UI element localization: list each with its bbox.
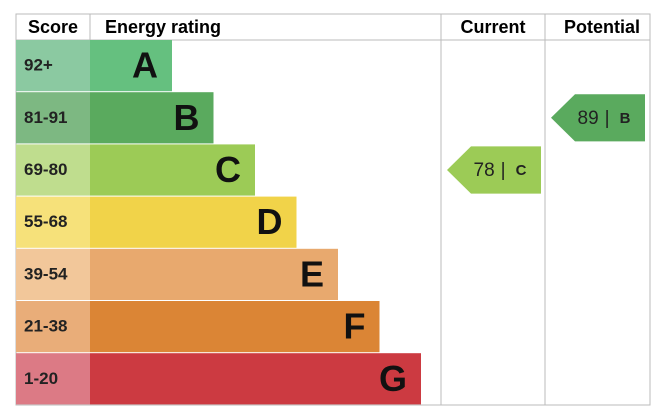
rating-bar [90, 301, 380, 353]
score-range: 69-80 [24, 160, 67, 179]
rating-bar [90, 196, 297, 248]
score-range: 39-54 [24, 264, 68, 283]
score-cell [16, 92, 90, 144]
separator: | [501, 160, 506, 181]
score-cell [16, 353, 90, 405]
current-label: 78 | C [474, 160, 527, 181]
header-current: Current [460, 17, 525, 37]
band-letter: C [215, 149, 241, 190]
potential-value: 89 [578, 108, 599, 129]
score-range: 1-20 [24, 369, 58, 388]
rating-bar [90, 144, 255, 196]
rating-bar [90, 353, 421, 405]
header-score: Score [28, 17, 78, 37]
score-range: 92+ [24, 56, 53, 75]
score-cell [16, 40, 90, 92]
header-potential: Potential [564, 17, 640, 37]
band-letter: G [379, 358, 407, 399]
header-rating: Energy rating [105, 17, 221, 37]
score-range: 81-91 [24, 108, 67, 127]
score-cell [16, 301, 90, 353]
score-range: 21-38 [24, 317, 67, 336]
potential-letter: B [620, 110, 631, 127]
current-arrow [447, 146, 541, 194]
score-cell [16, 248, 90, 300]
current-value: 78 [474, 160, 495, 181]
band-letter: E [300, 253, 324, 294]
score-cell [16, 196, 90, 248]
band-letter: A [132, 45, 158, 86]
separator: | [605, 108, 610, 129]
band-letter: D [257, 201, 283, 242]
band-letter: B [174, 97, 200, 138]
band-letter: F [344, 306, 366, 347]
rating-bar [90, 40, 172, 92]
score-cell [16, 144, 90, 196]
potential-label: 89 | B [578, 108, 631, 129]
rating-bar [90, 248, 338, 300]
current-letter: C [516, 162, 527, 179]
score-range: 55-68 [24, 212, 67, 231]
potential-arrow [551, 94, 645, 142]
rating-bar [90, 92, 214, 144]
